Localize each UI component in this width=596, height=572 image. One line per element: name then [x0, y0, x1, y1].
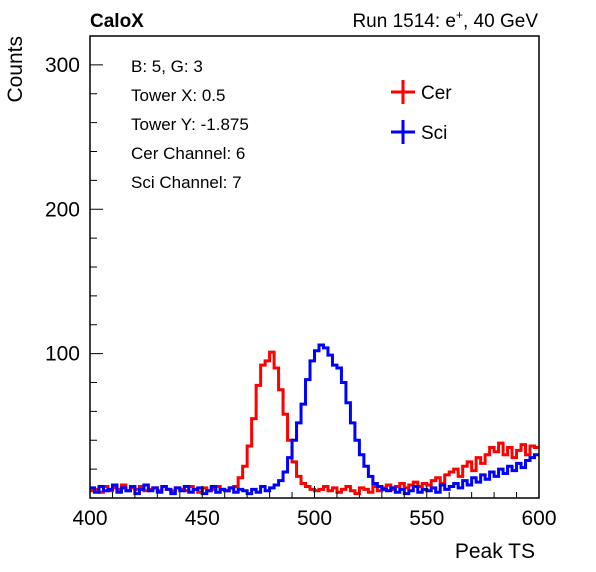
info-line-tower-x: Tower X: 0.5: [131, 86, 226, 105]
info-line-tower-y: Tower Y: -1.875: [131, 115, 249, 134]
legend-label: Cer: [421, 83, 452, 104]
tick-layer: 400 450 500 550 600 100 200 300: [45, 54, 557, 530]
legend-entry-sci: Sci: [391, 120, 447, 144]
x-tick-label: 550: [409, 507, 444, 530]
run-label-sup: +: [456, 8, 463, 22]
info-box: [120, 47, 360, 197]
series-layer: [90, 343, 539, 496]
y-tick-label: 100: [45, 343, 80, 366]
x-tick-label: 400: [72, 507, 107, 530]
run-label-suffix: , 40 GeV: [463, 11, 538, 32]
run-label: Run 1514: e+, 40 GeV: [352, 8, 538, 32]
experiment-label: CaloX: [90, 11, 144, 32]
legend: Cer Sci: [391, 80, 452, 144]
legend-label: Sci: [421, 123, 447, 144]
x-tick-label: 450: [185, 507, 220, 530]
y-tick-label: 300: [45, 54, 80, 77]
info-line-board: B: 5, G: 3: [131, 57, 203, 76]
x-tick-label: 500: [297, 507, 332, 530]
x-tick-label: 600: [521, 507, 556, 530]
series-cer-line: [90, 350, 539, 496]
y-tick-label: 200: [45, 198, 80, 221]
run-label-prefix: Run 1514: e: [352, 11, 456, 32]
legend-entry-cer: Cer: [391, 80, 452, 104]
x-axis-title: Peak TS: [455, 540, 535, 563]
y-axis-title: Counts: [4, 36, 27, 103]
info-line-sci-channel: Sci Channel: 7: [131, 173, 242, 192]
plot-frame: [89, 35, 540, 499]
series-sci-line: [90, 343, 539, 496]
info-line-cer-channel: Cer Channel: 6: [131, 144, 245, 163]
